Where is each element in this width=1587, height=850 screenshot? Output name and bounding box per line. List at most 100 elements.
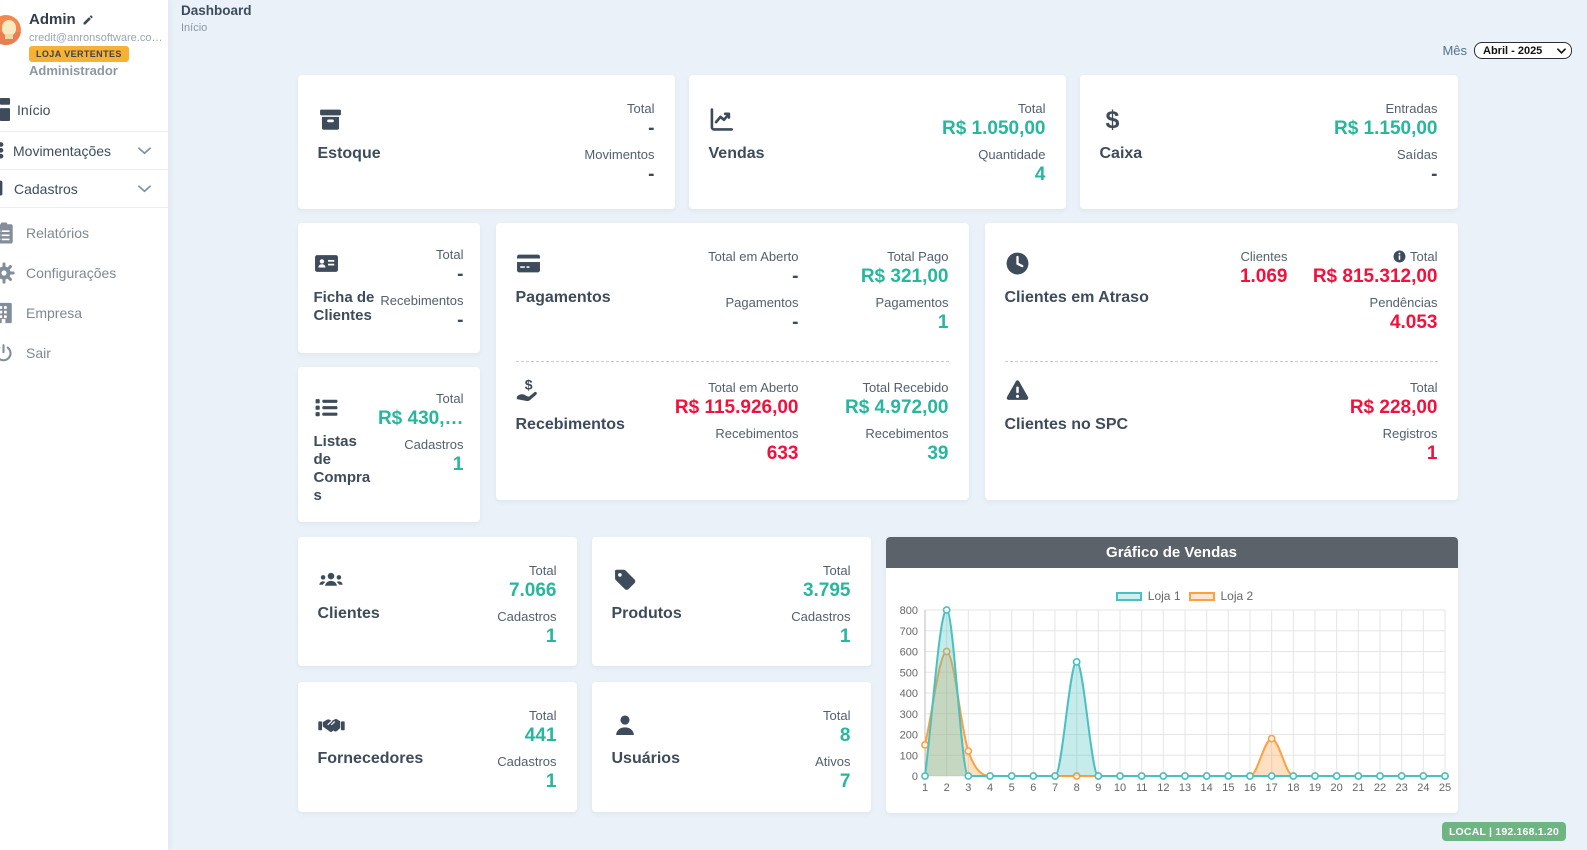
stat-label: Recebimentos [715, 426, 799, 441]
svg-text:$: $ [1105, 107, 1119, 132]
stat-value: 1 [452, 454, 464, 475]
card-pagamentos-recebimentos: Pagamentos Total em Aberto - Pagamentos … [495, 223, 969, 500]
stat-label: Cadastros [404, 437, 464, 452]
section-pagamentos: Pagamentos Total em Aberto - Pagamentos … [516, 241, 949, 351]
svg-text:6: 6 [1030, 782, 1036, 794]
dashed-divider [515, 361, 949, 362]
svg-text:15: 15 [1222, 782, 1234, 794]
stat-label: Pagamentos [725, 295, 799, 310]
sidebar-item-label: Sair [26, 345, 51, 361]
card-title: Produtos [611, 605, 682, 622]
stat-label: Saídas [1397, 147, 1438, 162]
card-title: Vendas [708, 145, 765, 162]
gear-icon [0, 262, 15, 284]
svg-text:300: 300 [899, 709, 917, 721]
sidebar-item-relatorios[interactable]: Relatórios [0, 213, 168, 253]
stat-value: 633 [766, 443, 799, 464]
stat-value: 4 [1034, 164, 1046, 185]
chart-header: Gráfico de Vendas [885, 537, 1458, 568]
svg-text:500: 500 [899, 667, 917, 679]
svg-text:100: 100 [899, 750, 917, 762]
chart-body: Loja 1 Loja 2 0 100 200 300 400 500 600 700 800 1… [886, 568, 1458, 813]
stat-value: 1 [839, 626, 851, 647]
stat-value: 3.795 [802, 580, 851, 601]
sidebar-item-inicio[interactable]: Início [0, 96, 168, 123]
cards-grid: Estoque Total - Movimentos - Vendas T [297, 75, 1458, 813]
stat-label: Total [1018, 101, 1046, 116]
legend-item-loja1[interactable]: Loja 1 [1115, 589, 1181, 603]
stat-label: Cadastros [497, 609, 557, 624]
stat-label: Total [529, 563, 557, 578]
stat-value: - [648, 118, 655, 139]
avatar [0, 15, 21, 45]
stat-value: - [457, 264, 464, 285]
stat-value: 441 [524, 725, 557, 746]
sidebar-item-empresa[interactable]: Empresa [0, 293, 168, 333]
sidebar-item-sair[interactable]: Sair [0, 333, 168, 373]
sales-chart-card: Gráfico de Vendas Loja 1 Loja 2 0 100 200 3 [885, 537, 1458, 813]
chevron-down-icon [138, 184, 151, 193]
stat-value: 8 [839, 725, 851, 746]
dashed-divider [1004, 361, 1438, 362]
stat-label: Cadastros [497, 754, 557, 769]
legend-swatch-loja2 [1188, 591, 1215, 601]
svg-text:1: 1 [921, 782, 927, 794]
stat-label: Total Pago [887, 249, 949, 264]
svg-text:4: 4 [986, 782, 992, 794]
card-title: Caixa [1099, 145, 1143, 162]
card-listas-compras: Listas de Compras Total R$ 430,… Cadastr… [297, 367, 480, 522]
svg-text:19: 19 [1308, 782, 1320, 794]
stat-value: R$ 1.050,00 [941, 118, 1046, 139]
legend-item-loja2[interactable]: Loja 2 [1188, 589, 1254, 603]
legend-swatch-loja1 [1115, 591, 1142, 601]
stat-label: Total [823, 563, 851, 578]
svg-text:$: $ [524, 378, 532, 392]
archive-box-icon [318, 107, 381, 133]
chart-title: Gráfico de Vendas [1106, 544, 1237, 561]
card-title: Recebimentos [515, 416, 625, 433]
svg-text:25: 25 [1438, 782, 1450, 794]
stat-value: 1 [545, 626, 557, 647]
sidebar-item-cadastros[interactable]: Cadastros [0, 170, 168, 208]
sidebar-item-movimentacoes[interactable]: Movimentações [0, 132, 168, 170]
svg-text:3: 3 [965, 782, 971, 794]
building-icon [0, 302, 15, 324]
legend-label: Loja 2 [1220, 589, 1254, 603]
store-badge: LOJA VERTENTES [29, 46, 129, 62]
edit-pencil-icon[interactable] [82, 14, 94, 26]
dollar-sign-icon: $ [1100, 107, 1143, 133]
stat-label: Total [1410, 380, 1438, 395]
svg-text:24: 24 [1417, 782, 1429, 794]
month-label: Mês [1442, 43, 1467, 58]
section-recebimentos: $ Recebimentos Total em Aberto R$ 115.92… [516, 372, 949, 482]
card-title: Listas de Compras [313, 433, 371, 504]
environment-badge: LOCAL | 192.168.1.20 [1441, 822, 1566, 841]
card-produtos: Produtos Total 3.795 Cadastros 1 [591, 537, 871, 666]
stat-value: R$ 1.150,00 [1333, 118, 1438, 139]
month-select[interactable]: Abril - 2025 [1474, 42, 1572, 59]
card-caixa: $ Caixa Entradas R$ 1.150,00 Saídas - [1079, 75, 1458, 209]
table-card-icon [0, 178, 5, 199]
svg-text:8: 8 [1073, 782, 1079, 794]
stat-value: R$ 115.926,00 [674, 397, 799, 418]
stat-value: - [457, 310, 464, 331]
stat-value: R$ 430,… [377, 408, 464, 429]
tag-icon [612, 567, 682, 593]
stat-value: 1 [937, 312, 949, 333]
svg-text:16: 16 [1243, 782, 1255, 794]
stat-label: Quantidade [978, 147, 1046, 162]
stat-value: - [1431, 164, 1438, 185]
card-clientes: Clientes Total 7.066 Cadastros 1 [297, 537, 577, 666]
svg-text:22: 22 [1373, 782, 1385, 794]
svg-text:2: 2 [943, 782, 949, 794]
card-vendas: Vendas Total R$ 1.050,00 Quantidade 4 [688, 75, 1066, 209]
users-icon [318, 567, 380, 593]
sidebar-item-label: Empresa [26, 305, 83, 321]
id-card-icon [314, 251, 380, 277]
stat-label: Recebimentos [865, 426, 949, 441]
stat-value: 7.066 [508, 580, 557, 601]
card-title: Clientes em Atraso [1004, 289, 1149, 306]
stat-label: Total [823, 708, 851, 723]
list-icon [314, 395, 376, 421]
sidebar-item-configuracoes[interactable]: Configurações [0, 253, 168, 293]
